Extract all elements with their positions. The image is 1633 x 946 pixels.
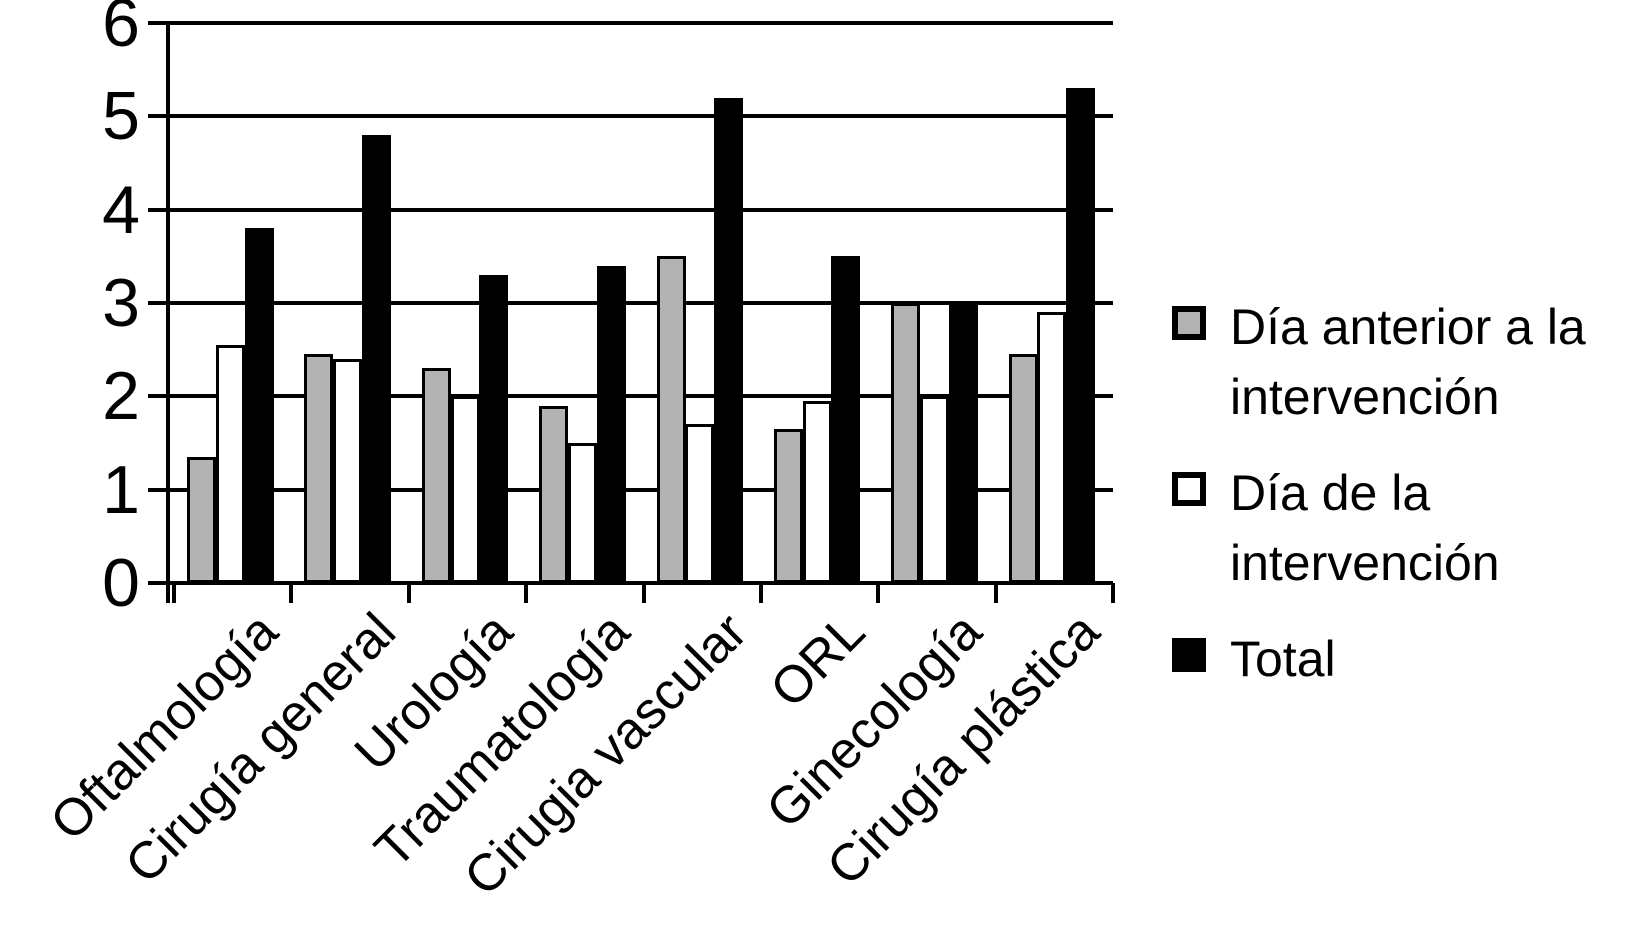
bar-dia-intervencion	[803, 401, 832, 583]
y-tick-label: 3	[102, 265, 140, 341]
bar-total	[479, 275, 508, 583]
bar-total	[714, 98, 743, 583]
y-tick-label: 0	[102, 545, 140, 621]
legend: Día anterior a la intervención Día de la…	[1172, 292, 1622, 694]
y-tick-label: 1	[102, 451, 140, 528]
x-axis-tick	[406, 583, 411, 603]
x-axis-tick	[641, 583, 646, 603]
x-axis-tick	[876, 583, 881, 603]
y-axis-line	[166, 21, 170, 603]
legend-swatch-gray	[1172, 306, 1206, 340]
bar-dia-intervencion	[1037, 312, 1066, 583]
bar-dia-anterior	[891, 303, 920, 583]
bar-dia-intervencion	[568, 443, 597, 583]
legend-item-total: Total	[1172, 624, 1622, 694]
gridline	[148, 207, 1113, 212]
legend-item-dia-anterior: Día anterior a la intervención	[1172, 292, 1622, 432]
gridline	[148, 21, 1113, 25]
legend-swatch-white	[1172, 472, 1206, 506]
bar-total	[362, 135, 391, 583]
bar-dia-intervencion	[216, 345, 245, 583]
bar-dia-anterior	[657, 256, 686, 583]
legend-swatch-black	[1172, 638, 1206, 672]
bar-total	[245, 228, 274, 583]
x-axis-tick	[993, 583, 998, 603]
bar-dia-intervencion	[451, 396, 480, 583]
bar-dia-intervencion	[685, 424, 714, 583]
bar-dia-anterior	[539, 406, 568, 583]
bar-total	[949, 303, 978, 583]
bar-dia-anterior	[187, 457, 216, 583]
bar-dia-anterior	[774, 429, 803, 583]
bar-dia-intervencion	[333, 359, 362, 583]
x-axis-tick	[289, 583, 294, 603]
legend-item-dia-intervencion: Día de la intervención	[1172, 458, 1622, 598]
bar-total	[597, 266, 626, 583]
gridline	[148, 487, 1113, 492]
y-tick-label: 5	[102, 78, 140, 155]
bar-total	[1066, 88, 1095, 583]
bar-dia-intervencion	[920, 396, 949, 583]
x-axis-tick	[172, 583, 176, 603]
y-tick-label: 6	[102, 0, 140, 61]
bar-dia-anterior	[422, 368, 451, 583]
legend-label-dia-anterior: Día anterior a la intervención	[1230, 299, 1586, 425]
x-axis-tick	[1111, 583, 1115, 603]
x-axis-line	[148, 581, 1113, 585]
gridline	[148, 114, 1113, 119]
bar-dia-anterior	[1009, 354, 1038, 583]
bar-total	[831, 256, 860, 583]
gridline	[148, 394, 1113, 399]
x-axis-tick	[524, 583, 529, 603]
x-axis-tick	[758, 583, 763, 603]
legend-label-dia-intervencion: Día de la intervención	[1230, 465, 1500, 591]
legend-label-total: Total	[1230, 631, 1336, 687]
gridline	[148, 301, 1113, 305]
y-tick-label: 2	[102, 358, 140, 435]
y-tick-label: 4	[102, 171, 140, 248]
bar-dia-anterior	[304, 354, 333, 583]
